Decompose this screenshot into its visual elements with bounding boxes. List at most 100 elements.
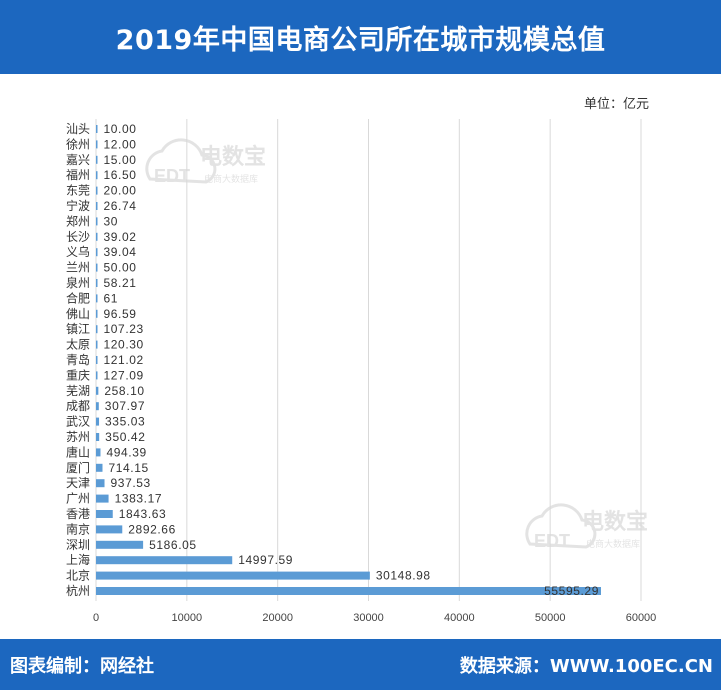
watermark-logo-text: EDT: [154, 166, 190, 186]
bar: [96, 155, 98, 164]
bar: [96, 356, 98, 364]
category-label: 徐州: [66, 136, 90, 151]
bar: [96, 386, 99, 395]
data-label: 121.02: [104, 353, 144, 367]
watermark-top: EDT 电数宝 电商大数据库: [140, 134, 300, 208]
chart-area: 单位：亿元 EDT 电数宝 电商大数据库 EDT 电数宝 电商大数据库 0 100…: [0, 74, 721, 639]
bar: [96, 556, 233, 565]
bar: [96, 140, 98, 149]
data-label: 127.09: [104, 368, 144, 382]
bar: [96, 494, 109, 503]
category-label: 太原: [66, 337, 90, 352]
bar: [96, 309, 98, 318]
bar: [96, 479, 105, 488]
data-label: 2892.66: [128, 522, 176, 536]
bar: [96, 540, 144, 549]
category-label: 香港: [66, 507, 90, 521]
data-label: 494.39: [106, 445, 146, 459]
category-label: 青岛: [66, 352, 90, 367]
category-label: 武汉: [66, 415, 90, 429]
category-label: 芜湖: [66, 383, 90, 398]
data-label: 30148.98: [376, 569, 431, 583]
category-label: 苏州: [66, 430, 90, 444]
data-label: 55595.29: [544, 584, 599, 598]
data-label: 10.00: [104, 122, 137, 136]
category-label: 长沙: [66, 230, 90, 244]
data-label: 714.15: [108, 461, 148, 475]
bar: [96, 510, 113, 518]
bar: [96, 325, 98, 334]
data-label: 39.02: [104, 230, 137, 244]
bar: [96, 402, 99, 411]
category-label: 郑州: [66, 213, 90, 228]
footer-banner: 图表编制：网经社 数据来源：WWW.100EC.CN: [0, 639, 721, 690]
bar: [96, 371, 98, 380]
data-label: 26.74: [104, 199, 137, 213]
bar: [96, 587, 601, 595]
data-label: 12.00: [104, 137, 137, 151]
data-label: 96.59: [104, 307, 137, 321]
category-label: 合肥: [66, 290, 90, 305]
category-label: 东莞: [66, 184, 90, 198]
data-label: 15.00: [104, 153, 137, 167]
bar-chart: 0 10000 20000 30000 40000 50000 60000 汕头 10.00 徐州…: [66, 119, 657, 624]
bar: [96, 279, 98, 287]
bar: [96, 248, 98, 257]
bar: [96, 417, 100, 426]
category-label: 唐山: [66, 444, 90, 459]
category-label: 汕头: [66, 122, 90, 136]
watermark-logo-text: EDT: [534, 531, 570, 551]
data-label: 107.23: [104, 322, 144, 336]
bar: [96, 263, 98, 272]
category-label: 佛山: [66, 307, 90, 321]
bar: [96, 125, 98, 133]
data-label: 120.30: [104, 338, 144, 352]
footer-source: 数据来源：WWW.100EC.CN: [459, 656, 713, 677]
data-label: 335.03: [105, 415, 145, 429]
watermark-tagline: 电商大数据库: [204, 173, 258, 185]
data-label: 58.21: [104, 276, 137, 290]
footer-credit: 图表编制：网经社: [10, 656, 154, 677]
data-label: 258.10: [104, 384, 144, 398]
x-tick-label: 30000: [353, 612, 384, 624]
category-label: 天津: [66, 476, 90, 490]
category-label: 南京: [66, 521, 90, 536]
watermark-tagline: 电商大数据库: [586, 538, 640, 550]
category-label: 义乌: [66, 244, 90, 259]
category-label: 泉州: [66, 276, 90, 290]
bar: [96, 433, 100, 441]
data-label: 350.42: [105, 430, 145, 444]
x-tick-label: 20000: [262, 612, 293, 624]
data-label: 20.00: [104, 184, 137, 198]
bar: [96, 340, 98, 349]
data-label: 39.04: [104, 245, 137, 259]
data-label: 16.50: [104, 168, 137, 182]
watermark-brand: 电数宝: [582, 509, 648, 535]
data-label: 5186.05: [149, 538, 197, 552]
data-label: 1383.17: [115, 492, 163, 506]
x-tick-label: 10000: [172, 612, 203, 624]
category-label: 重庆: [66, 368, 90, 382]
bar: [96, 186, 98, 195]
data-label: 50.00: [104, 261, 137, 275]
category-label: 上海: [66, 552, 90, 567]
data-label: 1843.63: [119, 507, 167, 521]
bar: [96, 294, 98, 303]
x-tick-label: 50000: [535, 612, 566, 624]
bar: [96, 202, 98, 210]
data-label: 307.97: [105, 399, 145, 413]
data-label: 937.53: [111, 476, 151, 490]
watermark-bottom: EDT 电数宝 电商大数据库: [520, 499, 690, 573]
category-label: 北京: [66, 569, 90, 583]
unit-label: 单位：亿元: [583, 97, 649, 112]
bar: [96, 217, 98, 226]
category-label: 成都: [66, 399, 90, 413]
bar: [96, 571, 370, 580]
data-label: 30: [104, 214, 119, 228]
category-label: 福州: [66, 167, 90, 182]
category-label: 深圳: [66, 538, 90, 552]
x-tick-label: 60000: [626, 612, 657, 624]
header-banner: 2019年中国电商公司所在城市规模总值: [0, 0, 721, 74]
data-label: 61: [104, 291, 119, 305]
page-title: 2019年中国电商公司所在城市规模总值: [115, 24, 606, 56]
